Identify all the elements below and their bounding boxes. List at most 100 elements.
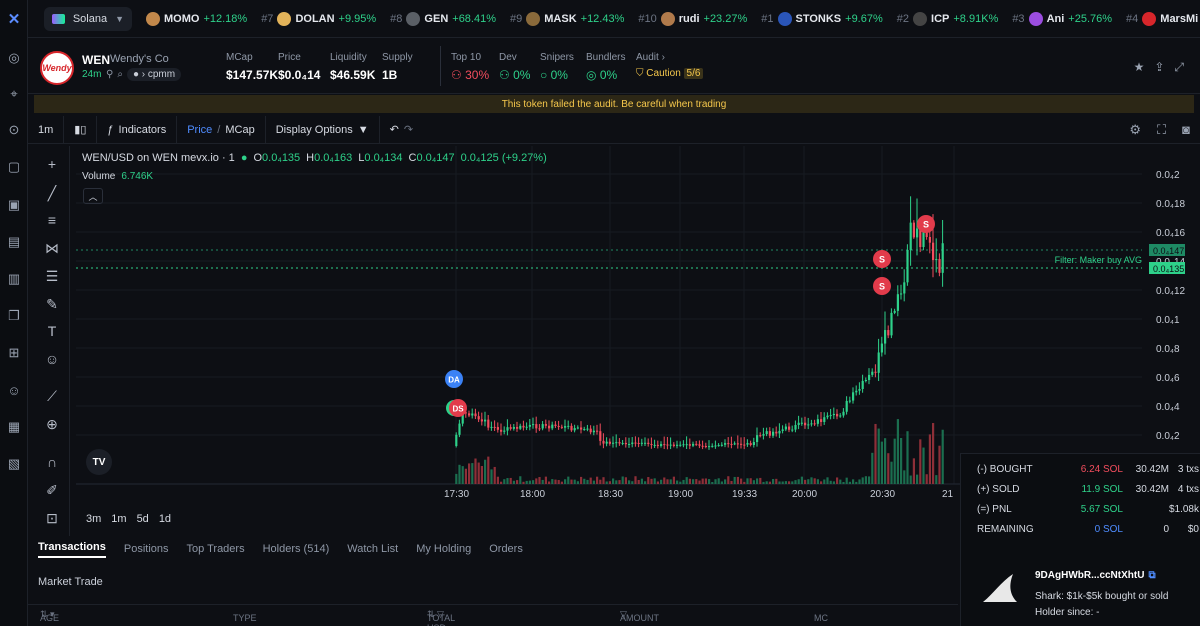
timeframe-button[interactable]: 1d	[158, 513, 172, 525]
ticker-item[interactable]: #9 MASK +12.43%	[510, 11, 624, 26]
ticker-item[interactable]: #3 Ani +25.76%	[1012, 11, 1112, 26]
compass-icon[interactable]: ◎	[8, 50, 20, 65]
lock-icon[interactable]: ⊡	[46, 509, 58, 526]
trade-marker[interactable]	[445, 370, 463, 388]
fib-icon[interactable]: ☰	[45, 267, 59, 284]
ticker-item[interactable]: #8 GEN +68.41%	[390, 11, 496, 26]
wallet-icon[interactable]: ▥	[7, 271, 21, 286]
x-logo-icon[interactable]: ✕	[7, 11, 21, 28]
timeframe-button[interactable]: 3m	[86, 513, 102, 525]
grid-icon[interactable]: ⊞	[8, 345, 20, 360]
indicators-button[interactable]: ƒ Indicators	[97, 115, 178, 144]
expand-icon[interactable]: ⤢	[1174, 60, 1184, 74]
crosshair-cursor-icon[interactable]: +	[47, 156, 57, 172]
col-amount[interactable]: AMOUNT ▽	[620, 609, 659, 623]
redo-icon[interactable]: ↷	[403, 124, 414, 136]
tradingview-logo[interactable]: TV	[86, 449, 112, 475]
trade-marker[interactable]	[449, 399, 467, 417]
volume-bar	[781, 481, 784, 484]
ticker-rank: #7	[261, 12, 274, 25]
emoji-icon[interactable]: ☺	[44, 351, 60, 367]
trade-marker-label: DS	[452, 405, 464, 414]
pattern-icon[interactable]: ⋈	[45, 239, 59, 256]
left-rail: ✕ ◎ ⌖ ⊙ ▢ ▣ ▤ ▥ ❐ ⊞ ☺ ▦ ▧	[0, 0, 28, 626]
undo-icon[interactable]: ↶	[389, 124, 399, 136]
price-mcap-toggle[interactable]: Price / MCap	[177, 115, 266, 144]
volume-bar	[714, 479, 717, 484]
copy-icon[interactable]: ❐	[8, 308, 20, 323]
chart-canvas[interactable]: 0.0₄20.0₄180.0₄160.0₄140.0₄120.0₄10.0₄80…	[76, 146, 1200, 536]
ticker-item[interactable]: #10 rudi +23.27%	[638, 11, 747, 26]
volume-bar	[836, 477, 839, 484]
stat-value: $46.59K	[330, 68, 376, 82]
dev-value: 0%	[513, 68, 531, 82]
share-icon[interactable]: ⇪	[1154, 60, 1165, 74]
ruler-icon[interactable]: ⟋	[47, 387, 57, 404]
col-age[interactable]: AGE ⇅ ▾	[40, 609, 60, 623]
tab-item[interactable]: Watch List	[347, 543, 399, 555]
dex-pill[interactable]: ● › cpmm	[126, 68, 182, 81]
brush-icon[interactable]: ✎	[46, 295, 58, 312]
pencil-lock-icon[interactable]: ✐	[46, 481, 58, 498]
collapse-legend-button[interactable]: ︿	[83, 188, 103, 204]
mcap-option[interactable]: MCap	[225, 123, 255, 136]
ticker-item[interactable]: #2 ICP +8.91K%	[897, 11, 998, 26]
trade-marker[interactable]	[873, 250, 891, 268]
report-icon[interactable]: ▧	[7, 456, 21, 471]
fullscreen-icon[interactable]: ⛶	[1157, 121, 1167, 137]
filter-label: Filter: Maker buy AVG	[1054, 255, 1142, 265]
display-options-button[interactable]: Display Options ▼	[266, 115, 380, 144]
volume-bar	[839, 479, 842, 484]
magnet-icon[interactable]: ∩	[46, 454, 58, 470]
tab-item[interactable]: Holders (514)	[262, 543, 330, 555]
candle-body	[506, 427, 509, 431]
candle-body	[509, 427, 512, 429]
trade-marker[interactable]	[917, 215, 935, 233]
tab-item[interactable]: Orders	[489, 543, 523, 555]
price-chart[interactable]: 0.0₄20.0₄180.0₄160.0₄140.0₄120.0₄10.0₄80…	[76, 146, 1200, 536]
trade-marker[interactable]	[873, 277, 891, 295]
candle-type-button[interactable]: ▮▯	[64, 115, 98, 144]
ticker-item[interactable]: MOMO +12.18%	[146, 11, 247, 26]
star-icon[interactable]: ★	[1133, 60, 1145, 74]
zoom-icon[interactable]: ⊕	[46, 415, 58, 432]
interval-button[interactable]: 1m	[28, 115, 65, 144]
ticker-item[interactable]: #1 STONKS +9.67%	[761, 11, 883, 26]
ticker-item[interactable]: #7 DOLAN +9.95%	[261, 11, 376, 26]
copy-icon[interactable]: ⧉	[1148, 570, 1156, 581]
price-option[interactable]: Price	[187, 123, 213, 136]
settings-icon[interactable]: ⚙	[1129, 121, 1142, 137]
volume-bar	[612, 478, 615, 484]
search-icon[interactable]: ⌕	[117, 69, 123, 80]
person-icon[interactable]: ⚲	[106, 69, 114, 80]
image-icon[interactable]: ▤	[7, 234, 21, 249]
candle-body	[893, 310, 896, 313]
volume-bar	[749, 478, 752, 484]
chain-selector[interactable]: Solana ▼	[44, 6, 132, 31]
candle-body	[624, 442, 627, 445]
token-name[interactable]: Wendy's Co	[110, 53, 169, 65]
target-icon[interactable]: ⊙	[8, 122, 20, 137]
gift-box-icon[interactable]: ▦	[7, 419, 21, 434]
tab-item[interactable]: Transactions	[38, 541, 106, 558]
timeframe-button[interactable]: 5d	[136, 513, 149, 525]
tab-item[interactable]: Top Traders	[186, 543, 245, 555]
bag-icon[interactable]: ▢	[7, 159, 21, 174]
users-icon[interactable]: ☺	[7, 382, 21, 398]
tab-item[interactable]: My Holding	[416, 543, 472, 555]
horizontal-lines-icon[interactable]: ≡	[47, 212, 57, 228]
camera-icon[interactable]: ◙	[1182, 121, 1190, 137]
audit-status[interactable]: Audit › ⛉ Caution 5/6	[636, 52, 704, 79]
volume-bar	[512, 480, 515, 484]
col-total[interactable]: TOTAL USD ⇅ ▽	[427, 609, 455, 626]
gift-icon[interactable]: ▣	[7, 197, 21, 212]
volume-bar	[935, 475, 938, 484]
tab-item[interactable]: Positions	[123, 543, 169, 555]
wallet-address[interactable]: 9DAgHWbR...ccNtXhtU ⧉	[1035, 570, 1156, 581]
volume-bar	[666, 479, 669, 484]
crosshair-icon[interactable]: ⌖	[10, 86, 18, 101]
text-icon[interactable]: T	[47, 323, 57, 339]
timeframe-button[interactable]: 1m	[111, 513, 127, 525]
trendline-icon[interactable]: ╱	[47, 184, 57, 201]
